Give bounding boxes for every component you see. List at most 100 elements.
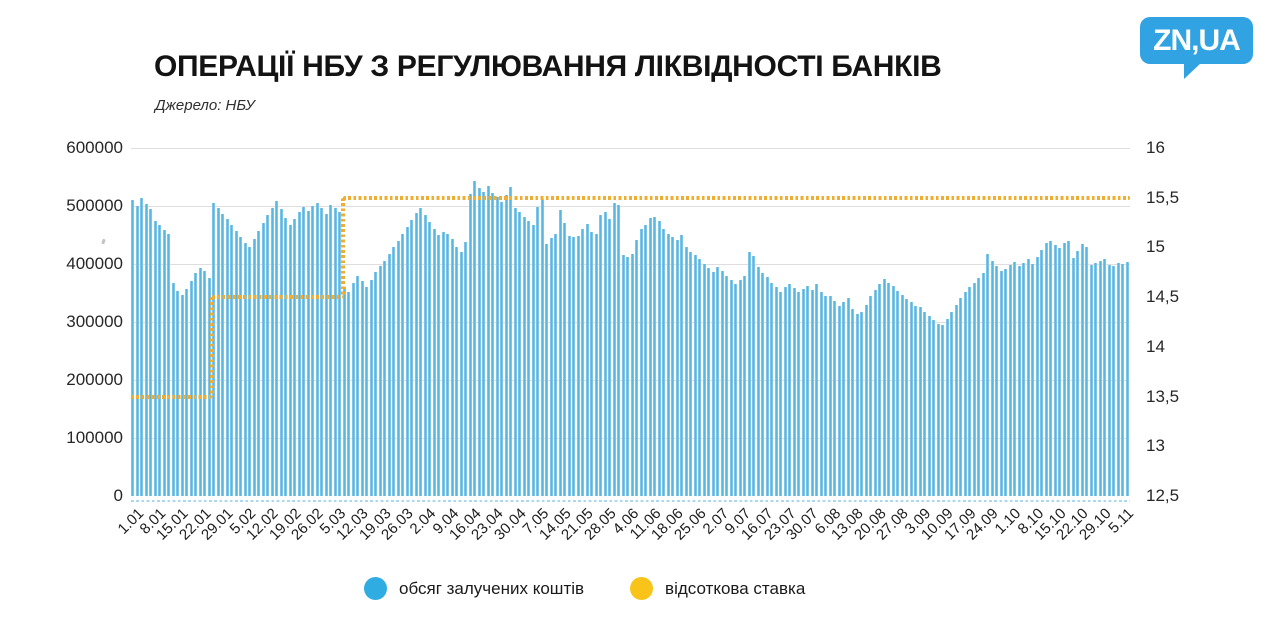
bar <box>999 270 1003 496</box>
bar <box>162 229 166 496</box>
bar <box>752 256 756 496</box>
bar <box>185 288 189 496</box>
bar <box>810 289 814 496</box>
bar <box>171 283 175 496</box>
bar <box>873 289 877 496</box>
bar <box>189 280 193 496</box>
bar <box>1116 263 1120 496</box>
bar <box>869 296 873 496</box>
bar <box>846 297 850 496</box>
bar <box>248 246 252 496</box>
plot-area <box>131 147 1130 502</box>
bar <box>459 251 463 496</box>
bar <box>288 224 292 496</box>
bar <box>522 217 526 496</box>
bar <box>603 212 607 496</box>
bar <box>792 288 796 496</box>
bar <box>720 270 724 496</box>
bar <box>644 224 648 496</box>
y-tick-label-right: 14,5 <box>1146 287 1180 307</box>
bar <box>491 192 495 496</box>
y-tick-label-left: 400000 <box>66 254 123 273</box>
bar <box>149 209 153 496</box>
bar <box>941 324 945 496</box>
bar <box>261 223 265 496</box>
bar <box>1062 243 1066 496</box>
bar <box>567 235 571 496</box>
bar <box>648 218 652 496</box>
bar <box>158 225 162 496</box>
y-tick-label-right: 13,5 <box>1146 386 1180 406</box>
bar <box>1031 264 1035 496</box>
bar <box>666 233 670 496</box>
bar <box>504 194 508 496</box>
bar <box>306 210 310 496</box>
bar <box>981 273 985 496</box>
bar <box>401 233 405 496</box>
bar <box>1040 250 1044 496</box>
bar <box>338 211 342 496</box>
bar <box>324 213 328 496</box>
bar <box>621 254 625 496</box>
bar <box>783 287 787 496</box>
bar <box>851 309 855 496</box>
page-title: ОПЕРАЦІЇ НБУ З РЕГУЛЮВАННЯ ЛІКВІДНОСТІ Б… <box>154 50 942 83</box>
y-tick-label-right: 15 <box>1146 237 1165 257</box>
legend-label-rate: відсоткова ставка <box>665 578 806 598</box>
bar <box>828 296 832 496</box>
bar <box>383 260 387 496</box>
bar <box>473 181 477 496</box>
bar <box>234 230 238 496</box>
bar <box>356 275 360 496</box>
znua-logo: ZN,UA <box>1140 17 1253 79</box>
bar <box>837 305 841 496</box>
bar <box>374 271 378 496</box>
bar <box>1112 266 1116 496</box>
bar <box>1004 268 1008 496</box>
bar <box>959 297 963 496</box>
bar <box>680 235 684 496</box>
bar <box>333 207 337 496</box>
bar <box>657 220 661 496</box>
stray-mark <box>101 238 106 245</box>
bar <box>194 272 198 496</box>
bar <box>131 200 135 496</box>
bar <box>594 233 598 496</box>
bar <box>779 291 783 496</box>
y-tick-label-right: 12,5 <box>1146 486 1180 505</box>
bar <box>216 208 220 496</box>
bar <box>662 228 666 496</box>
bar <box>279 209 283 496</box>
bar <box>1053 244 1057 496</box>
bar <box>477 188 481 496</box>
bar <box>509 186 513 496</box>
bar <box>1089 265 1093 496</box>
bar <box>1017 266 1021 496</box>
bar <box>972 282 976 496</box>
bar <box>882 279 886 496</box>
x-tick-label: 5.11 <box>1104 505 1137 537</box>
bar <box>734 284 738 496</box>
bar <box>437 235 441 496</box>
bar <box>527 221 531 496</box>
znua-logo-text: ZN,UA <box>1153 23 1241 57</box>
bar <box>545 244 549 496</box>
bar <box>311 206 315 496</box>
bar <box>455 246 459 496</box>
bar <box>797 291 801 496</box>
bar <box>513 207 517 496</box>
bar <box>1076 251 1080 496</box>
bar <box>860 311 864 496</box>
legend: обсяг залучених коштів відсоткова ставка <box>364 577 805 600</box>
bar <box>441 232 445 496</box>
bar <box>1044 243 1048 496</box>
bar <box>671 237 675 496</box>
bar <box>770 282 774 496</box>
bar <box>252 239 256 496</box>
bar <box>936 323 940 496</box>
legend-item-volume: обсяг залучених коштів <box>364 577 584 600</box>
bar <box>540 199 544 496</box>
bar <box>684 247 688 496</box>
bar <box>1107 264 1111 496</box>
